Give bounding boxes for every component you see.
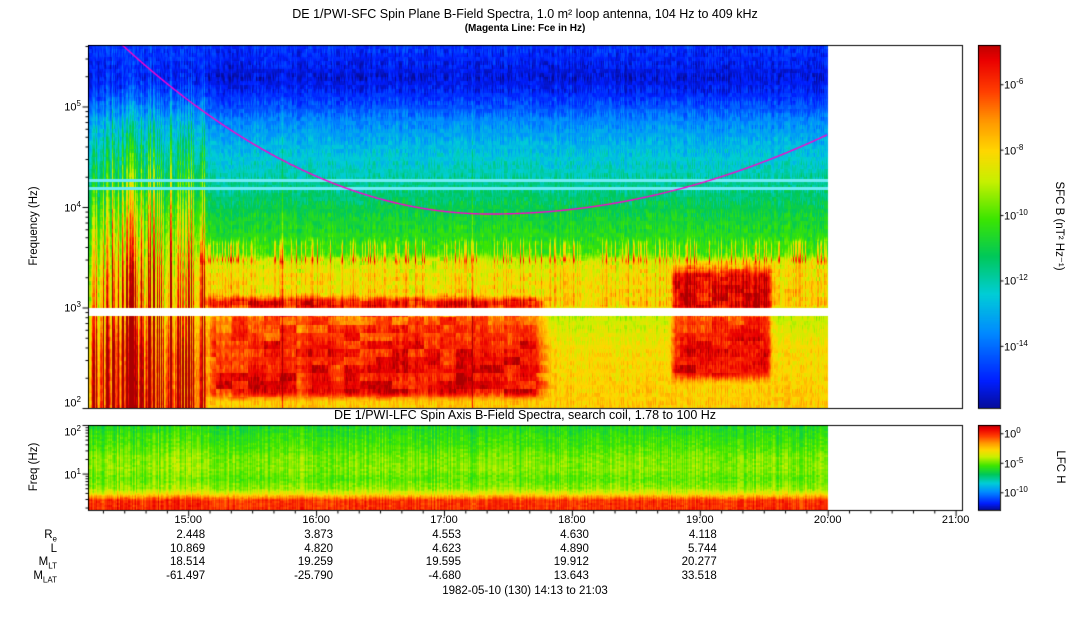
- y-tick-label: 102: [64, 395, 81, 410]
- ephemeris-value: 4.118: [688, 529, 717, 541]
- sfc-subtitle: (Magenta Line: Fce in Hz): [464, 23, 586, 34]
- ephemeris-value: 4.820: [304, 542, 334, 555]
- ephemeris-value: 2.448: [176, 529, 206, 541]
- colorbar-tick-label: 10-10: [1004, 208, 1028, 223]
- lfc-colorbar-canvas: [978, 425, 1000, 510]
- ephemeris-value: -25.790: [294, 569, 334, 582]
- colorbar-tick-label: 10-6: [1004, 77, 1024, 92]
- colorbar-tick-label: 10-8: [1004, 142, 1024, 158]
- ephemeris-value: 20.277: [681, 556, 717, 568]
- colorbar-tick-label: 10-14: [1004, 338, 1028, 354]
- ephemeris-value: -4.680: [428, 569, 461, 582]
- ephemeris-value: 3.873: [304, 529, 334, 541]
- ephemeris-value: 10.869: [170, 542, 206, 555]
- ephemeris-value: 4.553: [432, 529, 461, 541]
- colorbar-tick-label: 10-12: [1004, 273, 1028, 289]
- ephemeris-value: 19.912: [553, 556, 589, 568]
- ephemeris-row-label: Re: [44, 529, 57, 544]
- y-tick-label: 102: [64, 424, 81, 439]
- ephemeris-value: 19.259: [297, 556, 334, 568]
- ephemeris-value: 18.514: [170, 556, 206, 568]
- x-tick-label: 16:00: [302, 514, 330, 526]
- ephemeris-row-label: MLAT: [33, 569, 57, 584]
- colorbar-tick-label: 10-10: [1004, 485, 1028, 500]
- x-tick-label: 19:00: [686, 514, 714, 526]
- ephemeris-value: 5.744: [688, 542, 717, 555]
- sfc-title: DE 1/PWI-SFC Spin Plane B-Field Spectra,…: [292, 7, 758, 21]
- ephemeris-row-label: MLT: [38, 556, 57, 571]
- colorbar-tick-label: 10-5: [1004, 455, 1024, 471]
- lfc-title: DE 1/PWI-LFC Spin Axis B-Field Spectra, …: [333, 408, 717, 422]
- sfc-colorbar-canvas: [978, 45, 1000, 408]
- y-tick-label: 104: [64, 199, 81, 215]
- x-tick-label: 21:00: [941, 514, 970, 526]
- figure-caption: 1982-05-10 (130) 14:13 to 21:03: [442, 585, 608, 597]
- sfc-spectrogram-canvas: [88, 45, 962, 408]
- ephemeris-value: 4.623: [432, 542, 461, 555]
- lfc-colorbar-label: LFC H: [1054, 450, 1066, 484]
- y-tick-label: 105: [64, 99, 81, 115]
- lfc-spectrogram-canvas: [88, 425, 962, 510]
- ephemeris-value: 4.890: [560, 542, 589, 555]
- x-tick-label: 17:00: [430, 514, 458, 526]
- ephemeris-value: 19.595: [425, 556, 461, 568]
- ephemeris-row-label: L: [50, 542, 57, 555]
- colorbar-tick-label: 100: [1004, 426, 1021, 441]
- ephemeris-value: 33.518: [681, 569, 717, 582]
- y-tick-label: 101: [64, 466, 81, 482]
- ephemeris-value: -61.497: [166, 569, 206, 582]
- x-tick-label: 18:00: [558, 514, 586, 526]
- ephemeris-value: 13.643: [553, 569, 589, 582]
- y-tick-label: 103: [64, 300, 81, 316]
- ephemeris-value: 4.630: [560, 529, 589, 541]
- x-tick-label: 20:00: [813, 514, 842, 526]
- sfc-y-axis-label: Frequency (Hz): [28, 186, 40, 266]
- sfc-colorbar-label: SFC B (nT² Hz⁻¹): [1053, 181, 1065, 271]
- x-tick-label: 15:00: [174, 514, 202, 526]
